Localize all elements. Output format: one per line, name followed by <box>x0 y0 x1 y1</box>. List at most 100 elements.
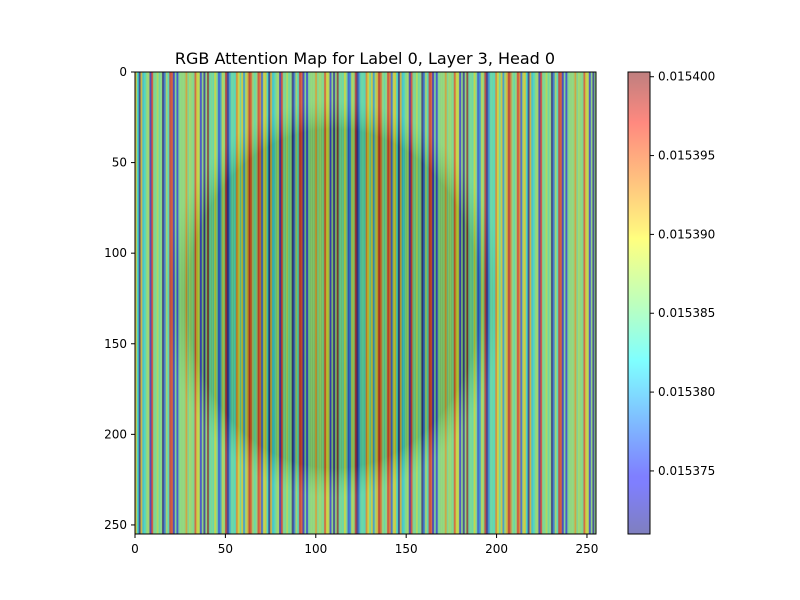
attention-column <box>264 72 267 534</box>
attention-column <box>144 72 147 534</box>
attention-column <box>306 72 309 534</box>
attention-column <box>561 72 564 534</box>
attention-column <box>547 72 550 534</box>
attention-column <box>198 72 201 534</box>
attention-column <box>376 72 379 534</box>
attention-column <box>414 72 417 534</box>
attention-column <box>435 72 438 534</box>
attention-column <box>406 72 410 534</box>
attention-column <box>212 72 215 534</box>
attention-column <box>163 72 167 534</box>
attention-column <box>464 72 467 534</box>
attention-column <box>410 72 413 534</box>
attention-column <box>478 72 482 534</box>
attention-column <box>237 72 240 534</box>
attention-column <box>430 72 433 534</box>
attention-column <box>266 72 269 534</box>
attention-column <box>342 72 345 534</box>
attention-column <box>261 72 264 534</box>
attention-column <box>556 72 559 534</box>
attention-column <box>486 72 489 534</box>
attention-column <box>252 72 255 534</box>
attention-column <box>538 72 541 534</box>
y-tick-label: 250 <box>104 518 127 532</box>
x-tick-label: 100 <box>304 542 327 556</box>
attention-column <box>442 72 446 534</box>
attention-column <box>189 72 192 534</box>
colorbar-ticks: 0.015375 0.015380 0.015385 0.015390 0.015395… <box>650 70 715 478</box>
y-tick-label: 200 <box>104 427 127 441</box>
attention-column <box>351 72 354 534</box>
attention-column <box>477 72 480 534</box>
attention-column <box>165 72 168 534</box>
plot-frame <box>134 71 597 535</box>
y-tick-label: 100 <box>104 246 127 260</box>
attention-column <box>374 72 377 534</box>
attention-column <box>460 72 464 534</box>
attention-column <box>291 72 294 534</box>
attention-column <box>531 72 534 534</box>
attention-column <box>370 72 374 534</box>
attention-column <box>448 72 451 534</box>
attention-column <box>315 72 318 534</box>
attention-column <box>277 72 280 534</box>
attention-column <box>511 72 514 534</box>
attention-column <box>394 72 397 534</box>
attention-column <box>158 72 161 534</box>
attention-column <box>491 72 494 534</box>
attention-column <box>534 72 537 534</box>
attention-column <box>318 72 321 534</box>
attention-column <box>138 72 141 534</box>
attention-column <box>203 72 206 534</box>
chart-title: RGB Attention Map for Label 0, Layer 3, … <box>175 49 555 68</box>
attention-column <box>541 72 545 534</box>
attention-column <box>480 72 483 534</box>
attention-column <box>549 72 552 534</box>
attention-column <box>226 72 230 534</box>
attention-column <box>239 72 242 534</box>
attention-column <box>496 72 500 534</box>
attention-column <box>153 72 156 534</box>
attention-column <box>574 72 577 534</box>
colorbar-tick-label: 0.015395 <box>658 149 715 163</box>
attention-column <box>554 72 557 534</box>
y-tick-label: 0 <box>119 65 127 79</box>
attention-column <box>433 72 437 534</box>
attention-column <box>559 72 563 534</box>
attention-column <box>552 72 555 534</box>
attention-column <box>156 72 159 534</box>
attention-column <box>345 72 348 534</box>
attention-column <box>223 72 226 534</box>
attention-column <box>387 72 390 534</box>
attention-column <box>469 72 473 534</box>
attention-column <box>372 72 375 534</box>
attention-column <box>581 72 584 534</box>
attention-column <box>352 72 356 534</box>
attention-column <box>365 72 368 534</box>
colorbar-tick-label: 0.015375 <box>658 464 715 478</box>
x-axis: 0 50 100 150 200 250 <box>131 534 598 556</box>
attention-column <box>378 72 381 534</box>
attention-column <box>286 72 289 534</box>
attention-column <box>235 72 239 534</box>
attention-column <box>446 72 449 534</box>
x-tick-label: 250 <box>576 542 599 556</box>
attention-column <box>217 72 221 534</box>
attention-column <box>216 72 219 534</box>
attention-column <box>313 72 316 534</box>
attention-column <box>385 72 388 534</box>
attention-column <box>194 72 197 534</box>
attention-column <box>309 72 312 534</box>
attention-column <box>172 72 176 534</box>
attention-column <box>331 72 334 534</box>
attention-column <box>360 72 363 534</box>
attention-column <box>558 72 561 534</box>
attention-column <box>257 72 260 534</box>
attention-column <box>401 72 404 534</box>
attention-column <box>428 72 431 534</box>
attention-column <box>295 72 298 534</box>
attention-column <box>426 72 429 534</box>
attention-column <box>334 72 338 534</box>
attention-column <box>594 72 596 534</box>
attention-column <box>592 72 595 534</box>
